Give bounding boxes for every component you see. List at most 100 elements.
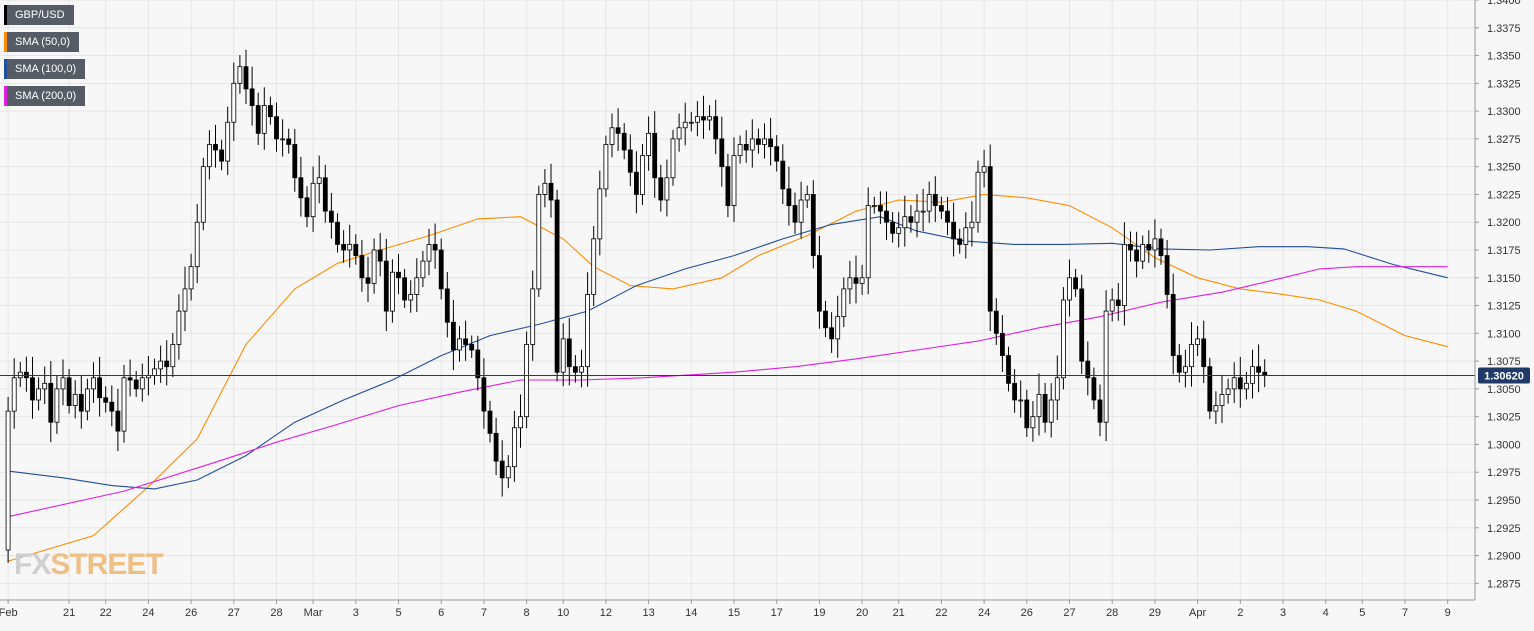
candle-body: [328, 210, 334, 223]
candle-up: [749, 119, 755, 168]
candle-down: [255, 92, 261, 145]
candle-up: [91, 362, 96, 403]
candle-up: [859, 264, 865, 295]
candle-body: [1042, 394, 1048, 423]
candle-body: [914, 210, 920, 223]
candle-up: [518, 394, 523, 448]
logo-suffix: STREET: [50, 548, 163, 581]
y-tick-label: 1.3000: [1487, 439, 1521, 451]
candle-body: [432, 244, 438, 251]
candle-body: [847, 277, 853, 290]
candle-body: [841, 288, 847, 318]
candle-down: [1079, 274, 1085, 374]
candle-down: [359, 240, 365, 292]
candle-body: [1073, 277, 1078, 290]
y-tick-label: 1.3400: [1487, 0, 1521, 7]
candle-body: [487, 410, 493, 434]
candle-body: [402, 277, 408, 301]
candle-down: [1146, 230, 1152, 263]
candle-body: [377, 249, 383, 262]
candle-body: [200, 166, 206, 223]
candle-body: [1195, 338, 1200, 345]
x-tick-label: 24: [142, 607, 154, 619]
candle-down: [481, 358, 487, 429]
candle-body: [182, 288, 188, 312]
x-tick-label: 27: [228, 607, 240, 619]
x-tick-label: 17: [771, 607, 783, 619]
candle-down: [890, 212, 895, 243]
candle-down: [243, 49, 249, 105]
legend-sma-50[interactable]: SMA (50,0): [4, 32, 80, 52]
candle-body: [237, 66, 243, 84]
candle-up: [536, 185, 542, 297]
candle-up: [188, 253, 194, 301]
candle-down: [219, 139, 225, 171]
candle-body: [292, 144, 298, 179]
candle-up: [200, 157, 206, 231]
candle-body: [627, 149, 633, 173]
candle-body: [359, 255, 365, 279]
candle-body: [450, 321, 456, 351]
candle-down: [78, 374, 84, 429]
candle-up: [695, 101, 700, 137]
candle-down: [103, 386, 109, 413]
x-tick-label: 24: [978, 607, 990, 619]
current-price-line: 1.30620: [0, 367, 1530, 384]
legend-label: SMA (100,0): [15, 63, 77, 75]
candle-body: [756, 138, 761, 145]
candle-body: [1170, 294, 1176, 356]
legend-sma-200[interactable]: SMA (200,0): [4, 86, 86, 106]
candle-down: [951, 202, 956, 257]
candle-down: [1000, 315, 1005, 372]
candle-body: [469, 344, 475, 351]
candle-body: [573, 366, 578, 373]
candle-up: [316, 155, 322, 204]
candle-body: [810, 194, 816, 256]
candle-down: [23, 356, 29, 392]
candle-body: [853, 277, 859, 284]
candle-down: [957, 228, 963, 254]
candle-body: [85, 388, 90, 412]
candle-up: [512, 410, 517, 482]
candle-up: [969, 201, 975, 247]
candle-down: [1006, 346, 1011, 392]
candle-body: [603, 144, 609, 190]
candle-down: [97, 356, 102, 417]
candle-body: [1189, 344, 1194, 368]
candle-up: [1140, 235, 1146, 270]
candle-body: [646, 132, 651, 156]
candle-down: [1134, 231, 1139, 278]
candle-body: [249, 88, 255, 106]
legend-gbpusd[interactable]: GBP/USD: [4, 5, 74, 25]
candle-body: [383, 260, 389, 312]
y-tick-label: 1.2925: [1487, 523, 1521, 535]
y-tick-label: 1.3025: [1487, 412, 1521, 424]
candle-body: [707, 116, 712, 121]
candle-body: [951, 221, 956, 240]
candle-body: [139, 377, 145, 390]
y-tick-label: 1.3175: [1487, 245, 1521, 257]
candle-body: [1000, 332, 1005, 356]
candle-body: [1061, 299, 1066, 379]
candle-body: [30, 377, 35, 401]
candle-body: [804, 194, 810, 201]
candle-body: [780, 160, 786, 190]
candle-down: [987, 144, 993, 332]
candle-down: [438, 238, 444, 300]
candle-down: [652, 111, 658, 198]
candle-body: [743, 144, 749, 151]
y-tick-label: 1.3325: [1487, 78, 1521, 90]
legend-sma-100[interactable]: SMA (100,0): [4, 59, 86, 79]
candle-up: [646, 116, 651, 171]
y-tick-label: 1.3150: [1487, 273, 1521, 285]
x-tick-label: 21: [63, 607, 75, 619]
candle-body: [969, 221, 975, 229]
candle-body: [585, 294, 590, 368]
candle-body: [695, 116, 700, 123]
candle-body: [97, 377, 102, 399]
candle-body: [768, 138, 773, 148]
candle-body: [548, 182, 554, 201]
candle-body: [463, 338, 469, 345]
candle-up: [225, 106, 231, 176]
